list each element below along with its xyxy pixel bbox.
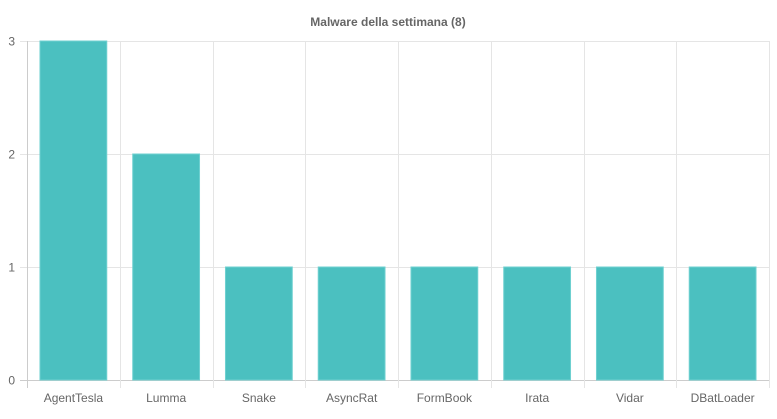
bar-agenttesla[interactable] [39, 40, 108, 381]
bar-irata[interactable] [503, 266, 572, 381]
bar-snake[interactable] [224, 266, 293, 381]
x-tick-label: DBatLoader [691, 391, 755, 405]
bar-vidar[interactable] [595, 266, 664, 381]
x-tick-label: Irata [525, 391, 549, 405]
x-axis: AgentTesla Lumma Snake AsyncRat FormBook Irat… [44, 391, 755, 405]
y-tick-label: 2 [8, 148, 15, 162]
y-tick-label: 0 [8, 374, 15, 388]
x-tick-label: AgentTesla [44, 391, 104, 405]
bar-dbatloader[interactable] [688, 266, 757, 381]
bars [39, 40, 757, 381]
x-tick-label: Vidar [616, 391, 644, 405]
y-axis: 0 1 2 3 [8, 35, 15, 388]
y-tick-label: 1 [8, 261, 15, 275]
x-tick-label: Lumma [146, 391, 186, 405]
y-tick-label: 3 [8, 35, 15, 49]
chart-title: Malware della settimana (8) [310, 15, 465, 29]
bar-formbook[interactable] [410, 266, 479, 381]
x-tick-label: FormBook [417, 391, 473, 405]
bar-asyncrat[interactable] [317, 266, 386, 381]
x-tick-label: Snake [242, 391, 276, 405]
x-tick-label: AsyncRat [326, 391, 378, 405]
bar-lumma[interactable] [132, 153, 201, 381]
